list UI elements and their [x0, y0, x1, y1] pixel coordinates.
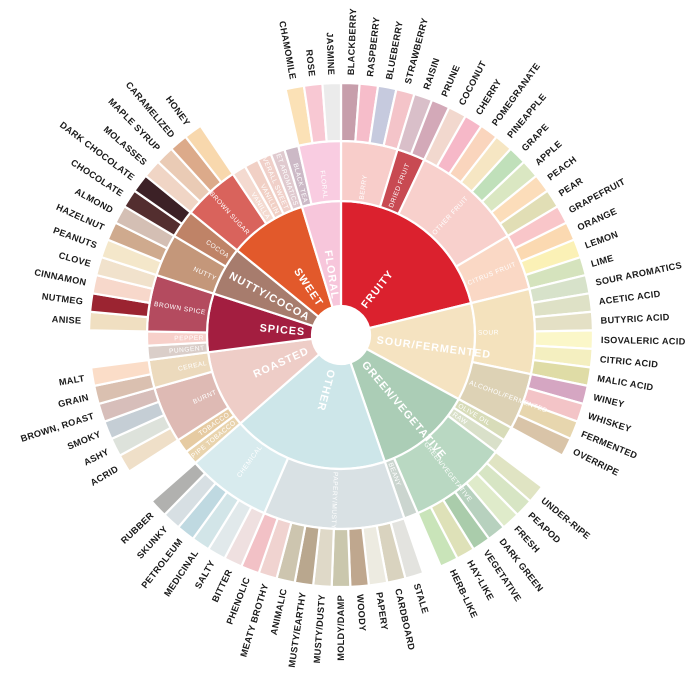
label-l2-sour: SOUR	[478, 329, 499, 336]
label-l3-prune: PRUNE	[439, 63, 461, 98]
label-l3-peanuts: PEANUTS	[52, 225, 99, 250]
label-l3-stale: STALE	[412, 582, 431, 615]
label-l3-blackberry: BLACKBERRY	[346, 8, 358, 75]
label-l3-bitter: BITTER	[210, 568, 234, 604]
label-l3-ashy: ASHY	[82, 447, 110, 468]
label-l3-whiskey: WHISKEY	[587, 411, 633, 434]
label-l3-pomegranate: POMEGRANATE	[490, 61, 542, 128]
label-l3-lime: LIME	[590, 253, 615, 269]
label-l2-floral: FLORAL	[318, 170, 328, 199]
label-l3-orange: ORANGE	[576, 206, 619, 232]
label-l3-musty-dusty: MUSTY/DUSTY	[312, 594, 327, 664]
label-l2-berry: BERRY	[359, 174, 370, 200]
label-l3-acetic-acid: ACETIC ACID	[598, 289, 661, 307]
label-l3-butyric-acid: BUTYRIC ACID	[600, 312, 670, 326]
label-l2-pungent: PUNGENT	[169, 345, 205, 355]
label-l3-cinnamon: CINNAMON	[33, 267, 87, 287]
label-l3-animalic: ANIMALIC	[269, 588, 289, 636]
label-l3-caramelized: CARAMELIZED	[124, 80, 177, 140]
label-l2-papery-musty: PAPERY/MUSTY	[330, 472, 339, 529]
label-l3-rose: ROSE	[304, 49, 317, 77]
label-l3-chamomile: CHAMOMILE	[277, 20, 298, 80]
label-l3-moldy-damp: MOLDY/DAMP	[336, 595, 346, 661]
label-l3-nutmeg: NUTMEG	[41, 291, 84, 306]
label-l3-smoky: SMOKY	[66, 429, 102, 452]
label-l3-citric-acid: CITRIC ACID	[599, 354, 658, 369]
label-l3-cardboard: CARDBOARD	[393, 588, 417, 652]
label-l3-pear: PEAR	[557, 176, 585, 199]
label-l3-anise: ANISE	[52, 314, 82, 326]
label-l3-raisin: RAISIN	[421, 56, 441, 90]
label-l3-clove: CLOVE	[58, 250, 93, 269]
label-l3-lemon: LEMON	[583, 229, 619, 250]
label-l3-woody: WOODY	[355, 594, 368, 632]
label-l3-winey: WINEY	[592, 392, 625, 409]
label-l3-papery: PAPERY	[374, 591, 390, 631]
label-l3-maple-syrup: MAPLE SYRUP	[106, 96, 162, 153]
label-l3-acrid: ACRID	[89, 464, 120, 488]
label-l3-salty: SALTY	[193, 559, 217, 591]
label-l3-musty-earthy: MUSTY/EARTHY	[287, 591, 308, 668]
label-l3-raspberry: RASPBERRY	[365, 16, 382, 77]
label-l1-spices: SPICES	[259, 322, 306, 338]
label-l3-isovaleric-acid: ISOVALERIC ACID	[601, 335, 686, 347]
label-l3-jasmine: JASMINE	[325, 32, 337, 75]
label-l3-grain: GRAIN	[57, 392, 90, 409]
label-l3-malt: MALT	[58, 373, 85, 387]
label-l3-blueberry: BLUEBERRY	[384, 20, 405, 80]
label-l3-malic-acid: MALIC ACID	[597, 373, 655, 392]
wedge-l3-jasmine	[321, 81, 343, 143]
label-l2-pepper: PEPPER	[174, 335, 204, 343]
